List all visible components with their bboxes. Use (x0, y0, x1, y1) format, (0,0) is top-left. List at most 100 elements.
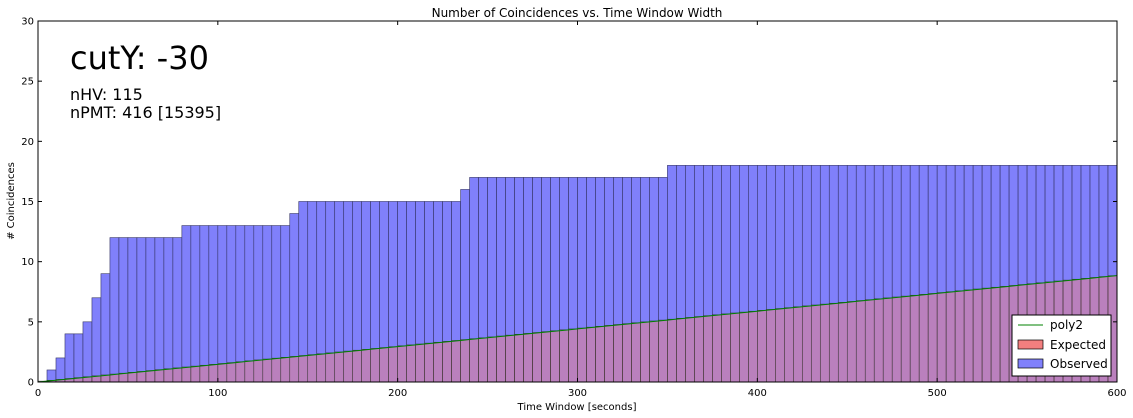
expected-bar (334, 351, 344, 383)
y-tick-label: 20 (21, 137, 34, 148)
observed-bar (55, 357, 66, 383)
expected-bar (676, 318, 686, 383)
expected-bar (622, 323, 632, 383)
expected-bar (424, 342, 434, 383)
observed-bar (181, 225, 192, 383)
expected-bar (891, 296, 902, 383)
expected-bar (577, 327, 587, 383)
expected-bar (145, 370, 156, 383)
expected-bar (199, 364, 210, 383)
y-tick-label: 25 (21, 77, 34, 88)
observed-bar (100, 273, 111, 383)
expected-bar (990, 286, 1001, 383)
expected-bar (999, 286, 1010, 383)
expected-bar (784, 307, 794, 383)
expected-bar (460, 339, 470, 383)
x-tick-label: 400 (748, 388, 767, 399)
observed-bar (163, 237, 174, 383)
legend: poly2 Expected Observed (1011, 314, 1112, 377)
y-tick-label: 30 (21, 17, 34, 28)
annotation-npmt: nPMT: 416 [15395] (70, 103, 221, 122)
expected-bar (802, 305, 812, 383)
expected-bar (829, 302, 839, 383)
expected-bar (118, 372, 129, 383)
expected-bar (352, 349, 362, 383)
expected-bar (316, 353, 326, 383)
expected-bar (963, 289, 974, 383)
expected-bar (208, 364, 219, 383)
expected-bar (379, 347, 389, 383)
annotation-nhv: nHV: 115 (70, 85, 143, 104)
expected-bar (954, 290, 965, 383)
observed-bar (226, 225, 237, 383)
expected-bar (936, 292, 947, 383)
expected-bar (388, 346, 398, 383)
observed-bar (91, 297, 102, 383)
observed-bar (82, 321, 93, 383)
x-tick-label: 500 (928, 388, 947, 399)
expected-bar (748, 310, 758, 383)
expected-bar (406, 344, 416, 383)
observed-bar (145, 237, 156, 383)
x-axis-label: Time Window [seconds] (517, 402, 637, 413)
expected-bar (918, 294, 929, 383)
y-axis-label: # Coincidences (6, 162, 17, 240)
expected-bar (730, 312, 740, 383)
expected-bar (253, 359, 264, 383)
expected-bar (838, 302, 848, 383)
expected-bar (361, 349, 371, 383)
expected-bar (873, 298, 884, 383)
expected-bar (541, 331, 551, 383)
annotation-cut: cutY: -30 (70, 39, 209, 77)
expected-bar (154, 369, 165, 383)
expected-bar (864, 299, 875, 383)
expected-bar (981, 287, 992, 383)
expected-bar (649, 320, 659, 383)
expected-bar (433, 341, 443, 383)
expected-bar (442, 341, 452, 383)
expected-bar (631, 322, 641, 383)
expected-bar (712, 314, 722, 383)
expected-bar (496, 335, 506, 383)
expected-bar (307, 354, 317, 383)
expected-bar (586, 326, 596, 383)
expected-bar (775, 308, 785, 383)
plot-frame (37, 20, 1118, 383)
observed-bar (262, 225, 273, 383)
expected-bar (900, 295, 911, 383)
expected-bar (559, 329, 569, 383)
expected-bar (793, 306, 803, 383)
expected-bar (523, 333, 533, 383)
observed-bar (217, 225, 228, 383)
observed-bar (109, 237, 120, 383)
legend-observed-label: Observed (1050, 357, 1108, 371)
expected-bar (685, 317, 695, 383)
expected-bar (478, 337, 488, 383)
expected-bar (550, 330, 560, 383)
expected-bar (181, 366, 192, 383)
expected-bar (945, 291, 956, 383)
expected-bar (190, 365, 201, 383)
observed-bar (208, 225, 219, 383)
y-tick-label: 5 (28, 317, 34, 328)
expected-bar (811, 304, 821, 383)
x-tick-label: 200 (388, 388, 407, 399)
expected-bar (415, 343, 425, 383)
expected-bar (568, 328, 578, 383)
expected-bar (262, 358, 273, 383)
observed-bar (154, 237, 165, 383)
expected-bar (127, 372, 138, 383)
expected-bar (505, 334, 515, 383)
expected-bar (972, 288, 983, 383)
expected-bar (847, 301, 857, 383)
observed-bar (136, 237, 147, 383)
observed-bar (199, 225, 210, 383)
expected-bar (604, 325, 614, 383)
expected-bar (325, 352, 335, 383)
expected-bar (532, 332, 542, 383)
observed-bar (73, 333, 84, 383)
expected-bar (766, 309, 776, 383)
expected-bar (226, 362, 237, 383)
legend-poly2-label: poly2 (1050, 318, 1083, 332)
expected-bar (658, 319, 668, 383)
